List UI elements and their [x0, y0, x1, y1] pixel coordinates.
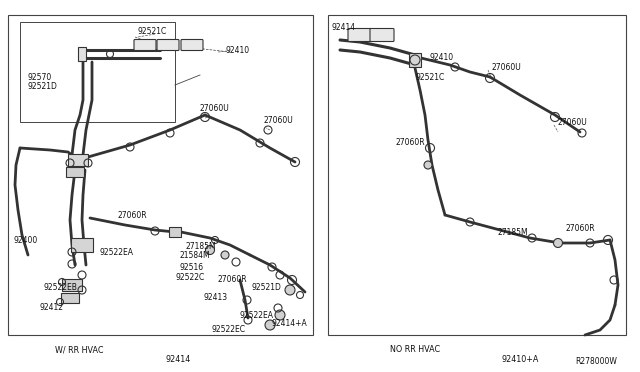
Text: 27060U: 27060U — [200, 103, 230, 112]
Circle shape — [221, 251, 229, 259]
Text: 27060R: 27060R — [118, 211, 148, 219]
Bar — [8, 15, 313, 335]
Text: 92414: 92414 — [165, 356, 191, 365]
Bar — [66, 167, 84, 177]
FancyBboxPatch shape — [348, 29, 372, 42]
Text: 92410: 92410 — [430, 52, 454, 61]
Text: 92522C: 92522C — [175, 273, 204, 282]
Text: 92522EB: 92522EB — [44, 283, 78, 292]
Bar — [20, 22, 175, 122]
Circle shape — [285, 285, 295, 295]
Text: 92522EA: 92522EA — [240, 311, 274, 321]
Text: 92410: 92410 — [225, 45, 249, 55]
Circle shape — [205, 246, 214, 254]
Bar — [61, 293, 79, 303]
Text: 27060U: 27060U — [264, 115, 294, 125]
Text: 27185M: 27185M — [185, 241, 216, 250]
FancyBboxPatch shape — [370, 29, 394, 42]
Text: W/ RR HVAC: W/ RR HVAC — [55, 346, 104, 355]
Text: 92414+A: 92414+A — [272, 320, 308, 328]
Text: R278000W: R278000W — [575, 357, 617, 366]
Text: 92412: 92412 — [40, 304, 64, 312]
Text: 92522EC: 92522EC — [212, 326, 246, 334]
Text: 27060R: 27060R — [565, 224, 595, 232]
Bar — [78, 47, 86, 61]
Text: 92521C: 92521C — [415, 73, 444, 81]
Text: NO RR HVAC: NO RR HVAC — [390, 346, 440, 355]
Circle shape — [554, 238, 563, 247]
Text: 27060U: 27060U — [492, 62, 522, 71]
Bar — [68, 154, 88, 166]
Bar — [409, 53, 421, 67]
Text: 92521D: 92521D — [252, 283, 282, 292]
Text: 92413: 92413 — [203, 294, 227, 302]
Bar — [328, 15, 626, 335]
Text: 27060R: 27060R — [396, 138, 426, 147]
Text: 92400: 92400 — [14, 235, 38, 244]
Text: 92414: 92414 — [332, 22, 356, 32]
Text: 92521D: 92521D — [27, 81, 57, 90]
Circle shape — [275, 310, 285, 320]
FancyBboxPatch shape — [134, 39, 156, 51]
Text: 92521C: 92521C — [138, 26, 167, 35]
Bar — [62, 279, 82, 291]
Text: 21584M: 21584M — [180, 251, 211, 260]
Bar — [169, 227, 181, 237]
FancyBboxPatch shape — [157, 39, 179, 51]
Text: 27060U: 27060U — [558, 118, 588, 126]
Text: 27185M: 27185M — [498, 228, 529, 237]
Circle shape — [424, 161, 432, 169]
Text: 27060R: 27060R — [218, 276, 248, 285]
Text: 92570: 92570 — [27, 73, 51, 81]
Text: 92410+A: 92410+A — [501, 356, 539, 365]
Bar — [71, 238, 93, 252]
Text: 92522EA: 92522EA — [100, 247, 134, 257]
Circle shape — [265, 320, 275, 330]
Text: 92516: 92516 — [180, 263, 204, 272]
FancyBboxPatch shape — [181, 39, 203, 51]
